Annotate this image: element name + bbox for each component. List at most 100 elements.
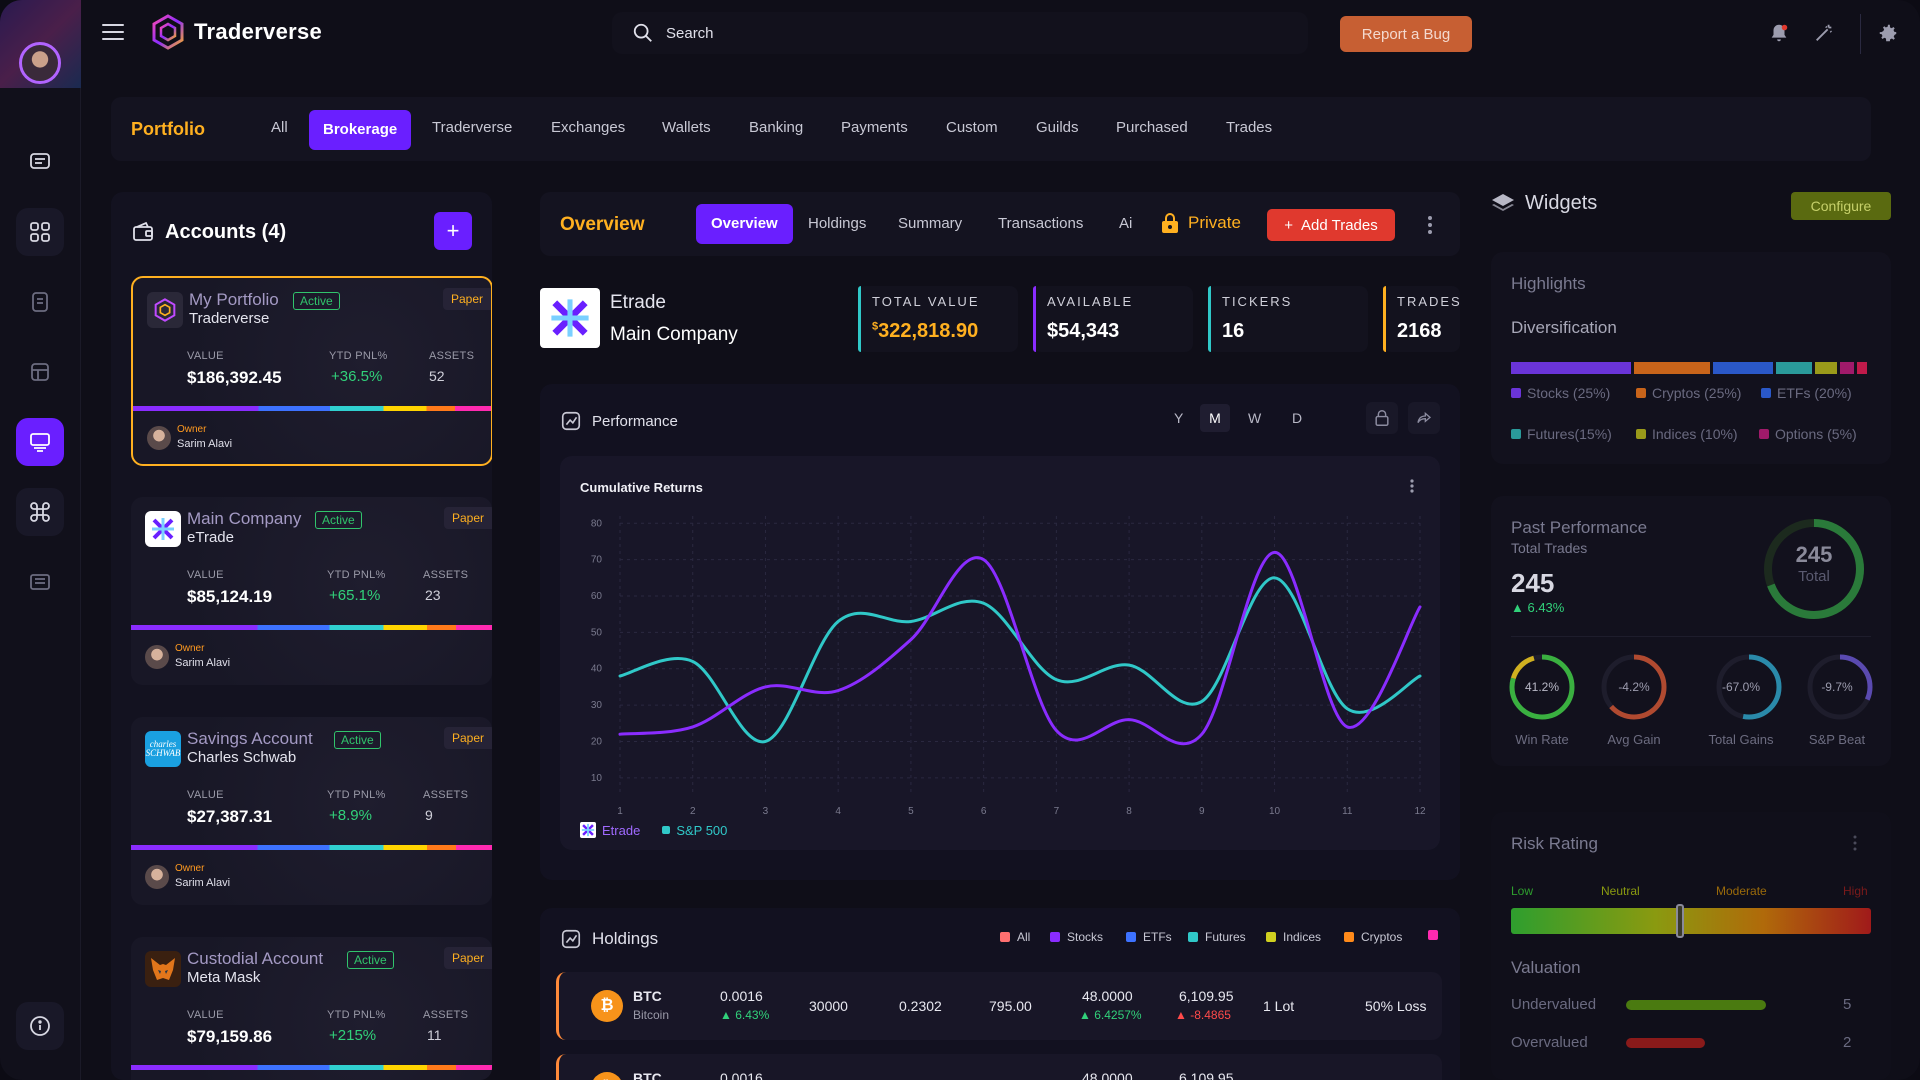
account-card[interactable]: Main Company Active Paper eTrade VALUE Y… (131, 497, 492, 685)
account-broker: Charles Schwab (187, 749, 297, 766)
performance-icon (561, 411, 581, 431)
configure-button[interactable]: Configure (1791, 192, 1891, 220)
tab-trades[interactable]: Trades (1226, 119, 1273, 136)
schwab-logo-icon: charles SCHWAB (145, 731, 181, 767)
filter-etfs[interactable]: ETFs (1126, 930, 1172, 944)
x-tick-label: 6 (981, 806, 987, 817)
info-icon[interactable] (16, 1002, 64, 1050)
ytd-label: YTD PNL% (327, 789, 386, 801)
company-broker: Etrade (610, 292, 666, 313)
ytd-label: YTD PNL% (329, 350, 388, 362)
range-day[interactable]: D (1292, 410, 1303, 426)
portfolio-icon[interactable] (16, 418, 64, 466)
account-card[interactable]: charles SCHWAB Savings Account Active Pap… (131, 717, 492, 905)
filter-futures[interactable]: Futures (1188, 930, 1246, 944)
command-icon[interactable] (16, 488, 64, 536)
lock-chart-button[interactable] (1366, 402, 1398, 434)
table-row[interactable]: ₿ BTC 0.0016 48.0000 6,109.95 (556, 1054, 1442, 1080)
tab-brokerage[interactable]: Brokerage (309, 110, 412, 150)
tab-overview[interactable]: Overview (696, 204, 793, 244)
table-row[interactable]: ₿ BTC Bitcoin 0.0016 ▲ 6.43% 30000 0.230… (556, 972, 1442, 1040)
x-tick-label: 10 (1269, 806, 1281, 817)
tab-custom[interactable]: Custom (946, 119, 998, 136)
tab-payments[interactable]: Payments (841, 119, 908, 136)
menu-icon[interactable] (102, 24, 124, 42)
risk-neutral-label: Neutral (1601, 884, 1640, 898)
filter-all[interactable]: All (1000, 930, 1030, 944)
legend-etrade[interactable]: Etrade (580, 822, 640, 838)
risk-slider-handle[interactable] (1676, 904, 1685, 938)
tab-transactions[interactable]: Transactions (998, 215, 1084, 232)
stat-trades: TRADES 2168 (1383, 286, 1460, 352)
gear-icon[interactable] (1877, 22, 1899, 44)
account-card[interactable]: My Portfolio Active Paper Traderverse VA… (131, 276, 492, 466)
win-rate-ring: 41.2% Win Rate (1507, 652, 1577, 752)
messages-icon[interactable] (16, 138, 64, 186)
share-button[interactable] (1408, 402, 1440, 434)
tab-guilds[interactable]: Guilds (1036, 119, 1079, 136)
add-trades-button[interactable]: + Add Trades (1267, 209, 1395, 241)
risk-more-icon[interactable] (1851, 834, 1859, 852)
overview-tabs: Overview Overview Holdings Summary Trans… (540, 192, 1460, 256)
stat-value: $322,818.90 (872, 320, 979, 342)
win-rate-value: 41.2% (1524, 680, 1560, 694)
account-ytd: +36.5% (331, 368, 383, 385)
app-name: Traderverse (194, 19, 323, 44)
filter-cryptos[interactable]: Cryptos (1344, 930, 1402, 944)
ring-total-label: Total (1798, 568, 1830, 585)
store-icon[interactable] (16, 348, 64, 396)
allocation-bar (133, 406, 491, 411)
app-logo[interactable]: Traderverse (152, 14, 322, 50)
range-year[interactable]: Y (1174, 410, 1184, 426)
chart-more-icon[interactable] (1404, 478, 1420, 494)
tab-exchanges[interactable]: Exchanges (551, 119, 626, 136)
tab-summary[interactable]: Summary (898, 215, 963, 232)
account-card[interactable]: Custodial Account Active Paper Meta Mask… (131, 937, 492, 1080)
stat-value: $54,343 (1047, 320, 1120, 342)
y-tick-label: 50 (591, 627, 603, 638)
owner-avatar (147, 426, 171, 450)
tab-ai[interactable]: Ai (1119, 215, 1133, 232)
tab-all[interactable]: All (271, 119, 288, 136)
magic-wand-icon[interactable] (1813, 22, 1835, 44)
filter-more[interactable] (1428, 930, 1438, 940)
add-account-button[interactable]: + (434, 212, 472, 250)
series-line-s-p-500 (618, 576, 1422, 743)
tab-banking[interactable]: Banking (749, 119, 804, 136)
stat-accent (1208, 286, 1211, 352)
filter-indices[interactable]: Indices (1266, 930, 1321, 944)
range-month[interactable]: M (1200, 404, 1230, 432)
header-divider (1860, 14, 1861, 54)
x-tick-label: 5 (908, 806, 914, 817)
range-week[interactable]: W (1248, 410, 1262, 426)
news-icon[interactable] (16, 558, 64, 606)
legend-sp500[interactable]: S&P 500 (662, 822, 727, 838)
account-assets: 11 (427, 1027, 442, 1043)
chart-title: Cumulative Returns (580, 480, 703, 495)
y-tick-label: 40 (591, 664, 603, 675)
diver-options (1840, 362, 1854, 374)
more-options-icon[interactable] (1420, 210, 1440, 240)
undervalued-label: Undervalued (1511, 996, 1597, 1013)
report-bug-button[interactable]: Report a Bug (1340, 16, 1472, 52)
tab-holdings[interactable]: Holdings (808, 215, 867, 232)
bell-icon[interactable] (1768, 22, 1790, 44)
private-toggle[interactable]: Private (1160, 212, 1241, 234)
holding-symbol: BTC (633, 1070, 662, 1080)
tab-wallets[interactable]: Wallets (662, 119, 711, 136)
x-tick-label: 4 (835, 806, 841, 817)
company-name: Main Company (610, 324, 738, 345)
tab-purchased[interactable]: Purchased (1116, 119, 1188, 136)
document-icon[interactable] (16, 278, 64, 326)
filter-stocks[interactable]: Stocks (1050, 930, 1103, 944)
divider (1511, 636, 1871, 637)
holding-status: 50% Loss (1365, 998, 1427, 1014)
accounts-title: Accounts (4) (165, 220, 287, 243)
x-tick-label: 2 (690, 806, 696, 817)
dashboard-grid-icon[interactable] (16, 208, 64, 256)
tab-traderverse[interactable]: Traderverse (432, 119, 513, 136)
user-avatar[interactable] (0, 0, 81, 88)
holding-lot: 1 Lot (1263, 998, 1295, 1014)
search-input[interactable]: Search (612, 12, 1308, 54)
status-badge: Active (315, 511, 362, 529)
